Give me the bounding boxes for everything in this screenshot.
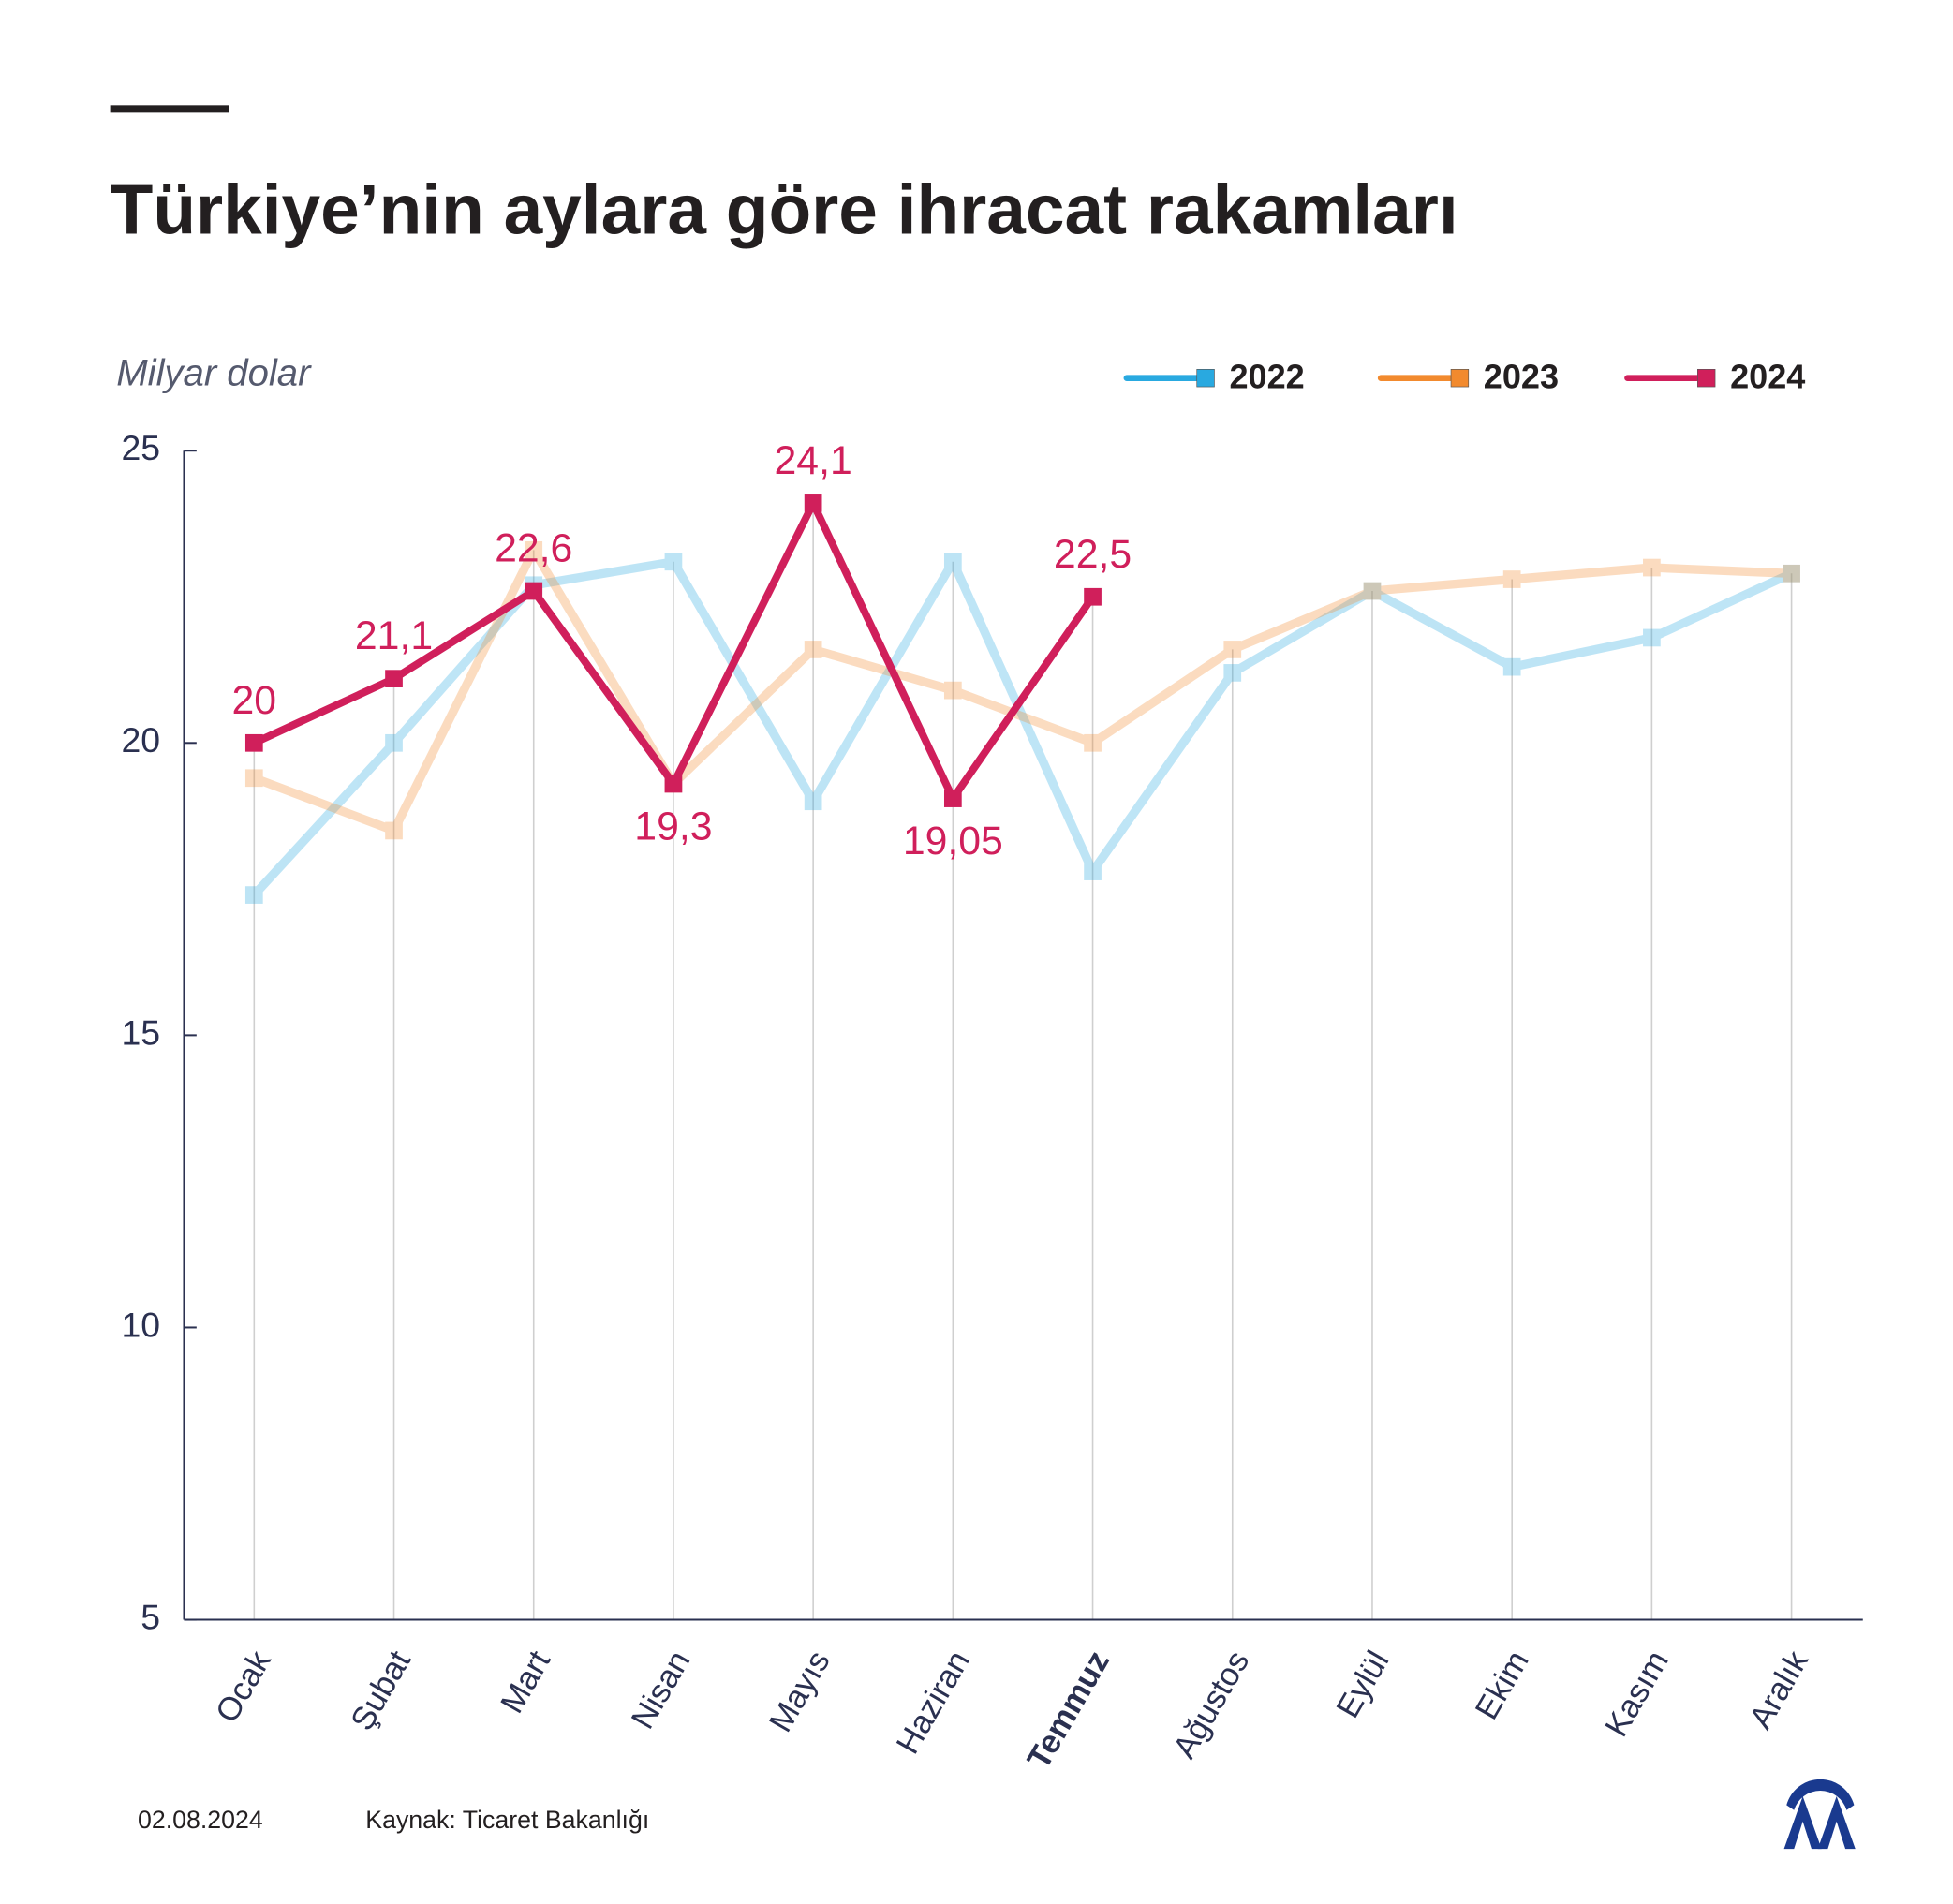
x-tick-label: Aralık bbox=[1743, 1645, 1816, 1734]
y-tick-label: 5 bbox=[141, 1597, 160, 1636]
marker bbox=[244, 886, 263, 904]
logo bbox=[1783, 1779, 1856, 1850]
marker bbox=[385, 670, 403, 687]
marker bbox=[385, 733, 403, 752]
x-tick-label: Nisan bbox=[625, 1646, 697, 1735]
marker bbox=[385, 821, 403, 840]
x-tick-label: Mart bbox=[495, 1645, 558, 1719]
marker bbox=[804, 494, 822, 512]
marker bbox=[1363, 582, 1382, 600]
marker bbox=[1363, 582, 1382, 600]
y-tick-label: 25 bbox=[121, 428, 160, 467]
marker bbox=[244, 733, 263, 752]
data-label: 22,6 bbox=[495, 526, 572, 571]
date: 02.08.2024 bbox=[138, 1806, 263, 1834]
series bbox=[244, 540, 1800, 840]
source: Kaynak: Ticaret Bakanlığı bbox=[365, 1806, 649, 1834]
y-tick-label: 10 bbox=[121, 1305, 160, 1344]
y-tick-label: 15 bbox=[121, 1012, 160, 1052]
data-label: 19,3 bbox=[634, 804, 712, 849]
marker bbox=[804, 792, 822, 811]
y-tick-label: 20 bbox=[121, 720, 160, 760]
x-tick-label: Ocak bbox=[209, 1645, 278, 1729]
title-bar bbox=[110, 105, 229, 113]
marker bbox=[1783, 564, 1800, 583]
data-label: 24,1 bbox=[775, 438, 852, 483]
legend-label: 2023 bbox=[1484, 358, 1559, 396]
marker bbox=[804, 641, 822, 658]
marker bbox=[664, 553, 683, 571]
marker bbox=[943, 790, 962, 807]
chart-title: Türkiye’nin aylara göre ihracat rakamlar… bbox=[111, 170, 1458, 249]
x-tick-label: Ekim bbox=[1469, 1646, 1536, 1726]
legend-label: 2022 bbox=[1229, 358, 1304, 396]
marker bbox=[1084, 863, 1102, 880]
series-line bbox=[250, 557, 1794, 898]
marker bbox=[244, 769, 263, 788]
marker bbox=[1084, 733, 1102, 752]
marker bbox=[1223, 641, 1242, 658]
marker bbox=[1502, 657, 1521, 676]
legend-marker bbox=[1450, 369, 1470, 388]
x-tick-label: Kasım bbox=[1599, 1646, 1676, 1743]
marker bbox=[943, 553, 962, 571]
marker bbox=[1502, 570, 1521, 588]
data-label: 21,1 bbox=[355, 613, 433, 658]
marker bbox=[525, 582, 543, 600]
marker bbox=[943, 681, 962, 700]
series-line bbox=[252, 545, 1792, 835]
x-tick-label: Mayıs bbox=[762, 1646, 836, 1738]
legend-marker bbox=[1196, 369, 1215, 388]
x-tick-label: Eylül bbox=[1330, 1646, 1397, 1724]
data-label: 19,05 bbox=[903, 819, 1003, 863]
legend-label: 2024 bbox=[1730, 358, 1805, 396]
marker bbox=[1223, 664, 1242, 682]
marker bbox=[1643, 558, 1661, 577]
x-tick-label: Şubat bbox=[345, 1645, 418, 1736]
x-tick-label: Ağustos bbox=[1167, 1646, 1257, 1765]
series bbox=[244, 553, 1800, 904]
marker bbox=[1084, 587, 1102, 606]
data-label: 20 bbox=[232, 678, 277, 723]
marker bbox=[664, 775, 683, 793]
series bbox=[244, 494, 1102, 807]
data-label: 22,5 bbox=[1054, 532, 1132, 577]
marker bbox=[1783, 564, 1800, 583]
x-tick-label: Temmuz bbox=[1021, 1646, 1117, 1776]
legend-marker bbox=[1697, 369, 1716, 388]
y-axis-label: Milyar dolar bbox=[116, 353, 312, 394]
x-tick-label: Haziran bbox=[890, 1646, 977, 1761]
marker bbox=[525, 540, 543, 559]
marker bbox=[1643, 628, 1661, 647]
